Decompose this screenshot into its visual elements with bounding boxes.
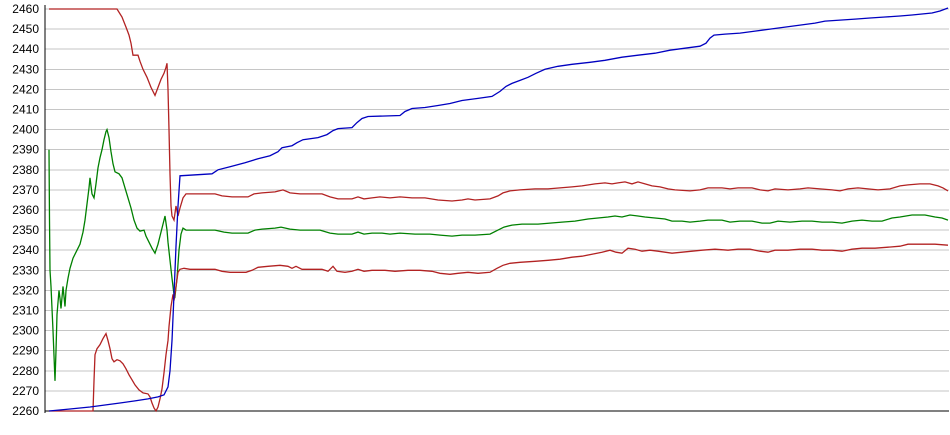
y-axis-label: 2350 — [12, 223, 39, 237]
series-red-upper-line — [49, 8, 949, 223]
series-group — [48, 7, 949, 413]
y-axis-label: 2390 — [12, 143, 39, 157]
y-axis-label: 2400 — [12, 123, 39, 137]
y-axis-label: 2330 — [12, 263, 39, 277]
y-axis-label: 2270 — [12, 384, 39, 398]
y-axis-label: 2380 — [12, 163, 39, 177]
series-red-lower-line — [49, 243, 949, 413]
series-blue-rising-line — [48, 7, 949, 412]
gridlines-group — [45, 8, 949, 412]
y-axis-label: 2450 — [12, 22, 39, 36]
series-green-volatile-line — [48, 127, 949, 381]
y-axis-label: 2340 — [12, 243, 39, 257]
y-axis-label: 2310 — [12, 304, 39, 318]
y-axis-label: 2440 — [12, 42, 39, 56]
y-axis-label: 2430 — [12, 62, 39, 76]
y-axis-label: 2290 — [12, 344, 39, 358]
y-axis-label: 2320 — [12, 283, 39, 297]
y-axis-label: 2410 — [12, 103, 39, 117]
y-axis-label: 2370 — [12, 183, 39, 197]
y-axis-label: 2420 — [12, 82, 39, 96]
y-axis-label: 2260 — [12, 404, 39, 418]
y-axis-label: 2280 — [12, 364, 39, 378]
y-axis-label: 2360 — [12, 203, 39, 217]
y-axis-labels-group: 2460 2450 2440 2430 2420 2410 2400 2390 2380 2370… — [12, 2, 39, 418]
y-axis-label: 2460 — [12, 2, 39, 16]
y-axis-label: 2300 — [12, 324, 39, 338]
